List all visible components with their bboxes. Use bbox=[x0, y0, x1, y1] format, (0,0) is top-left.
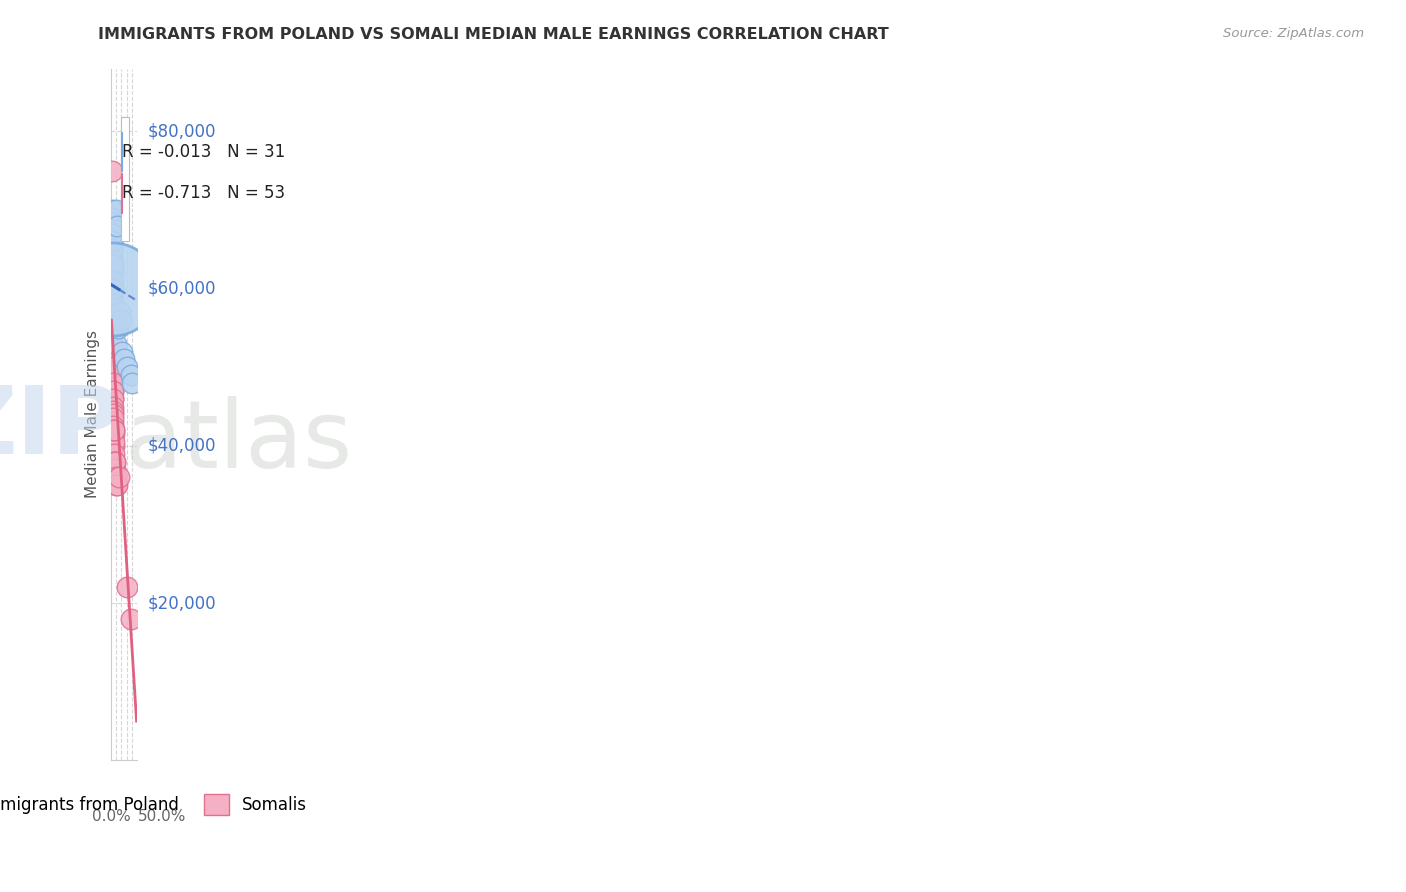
Point bbox=[104, 455, 127, 469]
Point bbox=[100, 266, 122, 280]
Point bbox=[101, 254, 124, 268]
Point bbox=[101, 368, 124, 383]
Point bbox=[101, 289, 124, 303]
Point bbox=[101, 243, 124, 257]
Point bbox=[101, 305, 124, 319]
Point bbox=[103, 423, 125, 437]
Point bbox=[108, 470, 131, 484]
Text: $80,000: $80,000 bbox=[148, 122, 217, 140]
Text: $40,000: $40,000 bbox=[148, 437, 217, 455]
Point bbox=[101, 403, 124, 417]
Point bbox=[103, 431, 125, 445]
Point bbox=[103, 423, 125, 437]
Text: $20,000: $20,000 bbox=[148, 594, 217, 612]
Point bbox=[111, 344, 134, 359]
Point bbox=[101, 415, 124, 429]
Point bbox=[101, 344, 124, 359]
Point bbox=[101, 364, 124, 378]
Point bbox=[104, 321, 127, 335]
Point bbox=[120, 612, 142, 626]
Point bbox=[101, 235, 124, 249]
Point bbox=[100, 282, 122, 296]
Point bbox=[101, 376, 124, 390]
Point bbox=[101, 376, 124, 390]
Point bbox=[101, 235, 124, 249]
Point bbox=[112, 352, 135, 367]
Point bbox=[101, 274, 124, 288]
Point bbox=[103, 439, 125, 453]
Point bbox=[101, 313, 124, 327]
Point bbox=[101, 321, 124, 335]
Point bbox=[101, 274, 124, 288]
Point bbox=[120, 368, 142, 383]
Text: 0.0%: 0.0% bbox=[91, 809, 131, 824]
Point bbox=[103, 427, 125, 442]
Text: atlas: atlas bbox=[125, 396, 353, 488]
Point bbox=[104, 462, 127, 476]
Point bbox=[101, 336, 124, 351]
Point bbox=[101, 384, 124, 398]
Point bbox=[103, 301, 125, 316]
Point bbox=[103, 423, 125, 437]
Point bbox=[101, 360, 124, 375]
Point bbox=[101, 211, 124, 225]
Point bbox=[107, 478, 129, 492]
Point bbox=[101, 360, 124, 375]
Point bbox=[105, 478, 128, 492]
Point bbox=[103, 313, 125, 327]
Point bbox=[110, 313, 132, 327]
FancyBboxPatch shape bbox=[121, 117, 129, 242]
Point bbox=[103, 297, 125, 311]
Point bbox=[115, 581, 138, 595]
Point bbox=[100, 289, 122, 303]
Point bbox=[100, 282, 122, 296]
Point bbox=[100, 219, 122, 233]
Point bbox=[101, 411, 124, 425]
Point bbox=[104, 455, 127, 469]
Point bbox=[101, 297, 124, 311]
Y-axis label: Median Male Earnings: Median Male Earnings bbox=[86, 330, 100, 499]
Point bbox=[103, 455, 125, 469]
Point bbox=[101, 305, 124, 319]
Point bbox=[101, 282, 124, 296]
Point bbox=[103, 434, 125, 449]
Point bbox=[100, 163, 122, 178]
Point bbox=[105, 202, 128, 217]
Point bbox=[101, 408, 124, 422]
Point bbox=[110, 305, 132, 319]
Point bbox=[101, 215, 124, 229]
Point bbox=[101, 235, 124, 249]
Point bbox=[101, 266, 124, 280]
Point bbox=[101, 258, 124, 272]
Point bbox=[101, 392, 124, 406]
Point bbox=[103, 447, 125, 461]
Point bbox=[104, 336, 127, 351]
Point bbox=[101, 243, 124, 257]
Text: R = -0.713   N = 53: R = -0.713 N = 53 bbox=[122, 184, 285, 202]
Point bbox=[101, 352, 124, 367]
Text: $60,000: $60,000 bbox=[148, 280, 217, 298]
Point bbox=[115, 360, 138, 375]
Point bbox=[101, 352, 124, 367]
Point bbox=[101, 328, 124, 343]
Point bbox=[107, 321, 129, 335]
Point bbox=[104, 470, 127, 484]
Point bbox=[103, 419, 125, 434]
Point bbox=[107, 219, 129, 233]
Point bbox=[101, 227, 124, 241]
Text: 50.0%: 50.0% bbox=[138, 809, 186, 824]
Point bbox=[101, 250, 124, 264]
Legend: Immigrants from Poland, Somalis: Immigrants from Poland, Somalis bbox=[0, 788, 314, 822]
Text: R = -0.013   N = 31: R = -0.013 N = 31 bbox=[122, 143, 285, 161]
Point bbox=[101, 400, 124, 414]
Point bbox=[101, 392, 124, 406]
Text: IMMIGRANTS FROM POLAND VS SOMALI MEDIAN MALE EARNINGS CORRELATION CHART: IMMIGRANTS FROM POLAND VS SOMALI MEDIAN … bbox=[98, 27, 889, 42]
Point bbox=[101, 202, 124, 217]
Point bbox=[101, 384, 124, 398]
Point bbox=[121, 376, 143, 390]
Point bbox=[101, 258, 124, 272]
Text: ZIP: ZIP bbox=[0, 383, 122, 475]
Text: Source: ZipAtlas.com: Source: ZipAtlas.com bbox=[1223, 27, 1364, 40]
